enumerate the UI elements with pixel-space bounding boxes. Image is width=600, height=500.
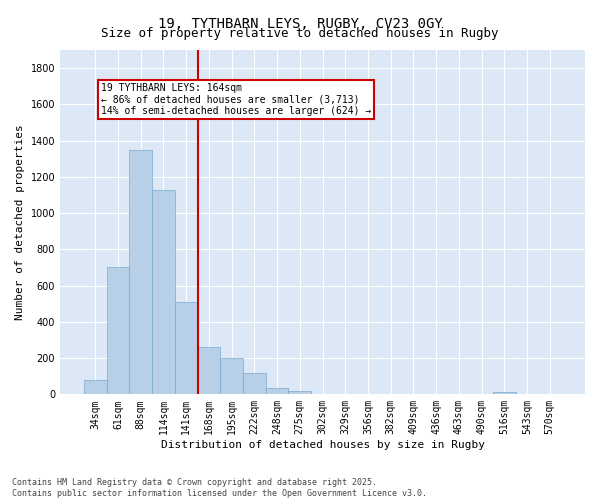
Bar	[84, 380, 107, 394]
Y-axis label: Number of detached properties: Number of detached properties	[15, 124, 25, 320]
Bar	[175, 302, 197, 394]
Bar	[289, 390, 311, 394]
Text: Size of property relative to detached houses in Rugby: Size of property relative to detached ho…	[101, 28, 499, 40]
Bar	[130, 150, 152, 394]
X-axis label: Distribution of detached houses by size in Rugby: Distribution of detached houses by size …	[161, 440, 485, 450]
Bar	[493, 392, 515, 394]
Bar	[197, 347, 220, 395]
Text: Contains HM Land Registry data © Crown copyright and database right 2025.
Contai: Contains HM Land Registry data © Crown c…	[12, 478, 427, 498]
Bar	[243, 372, 266, 394]
Bar	[107, 268, 130, 394]
Text: 19 TYTHBARN LEYS: 164sqm
← 86% of detached houses are smaller (3,713)
14% of sem: 19 TYTHBARN LEYS: 164sqm ← 86% of detach…	[101, 82, 371, 116]
Bar	[220, 358, 243, 395]
Text: 19, TYTHBARN LEYS, RUGBY, CV23 0GY: 19, TYTHBARN LEYS, RUGBY, CV23 0GY	[158, 18, 442, 32]
Bar	[266, 388, 289, 394]
Bar	[152, 190, 175, 394]
